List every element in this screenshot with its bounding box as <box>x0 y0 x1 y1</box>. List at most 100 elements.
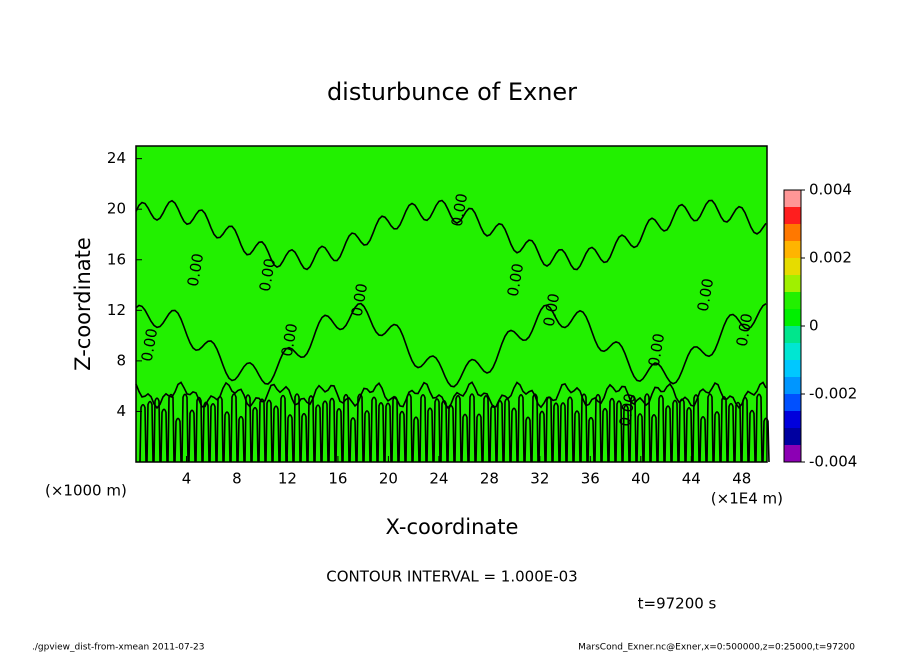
contour-line <box>692 394 700 463</box>
contour-line <box>405 393 413 463</box>
colorbar-swatch <box>784 309 801 326</box>
colorbar-swatch <box>784 190 801 207</box>
contour-line <box>440 399 448 463</box>
chart-title: disturbunce of Exner <box>327 78 577 106</box>
contour-line <box>629 395 637 463</box>
contour-line <box>643 393 651 463</box>
contour-line <box>356 393 364 463</box>
contour-label: 0.00 <box>504 262 528 298</box>
colorbar-swatch <box>784 275 801 292</box>
contour-label: 0.00 <box>694 277 718 313</box>
contour-line <box>139 403 147 463</box>
contour-line <box>734 401 742 463</box>
contour-line <box>146 400 154 463</box>
contour-line <box>216 395 224 463</box>
contour-line <box>741 396 749 463</box>
contour-line <box>195 396 203 463</box>
contour-line <box>559 402 567 463</box>
colorbar-swatch <box>784 411 801 428</box>
contour-line <box>286 414 294 463</box>
contour-line <box>370 396 378 463</box>
contour-line <box>188 409 196 463</box>
contour-line <box>468 393 476 463</box>
contour-line <box>657 394 665 463</box>
y-unit: (×1000 m) <box>45 482 127 500</box>
contour-line <box>531 393 539 463</box>
contour-line <box>349 417 357 463</box>
x-tick-label: 12 <box>278 470 297 488</box>
x-tick-label: 32 <box>530 470 549 488</box>
contour-label: 0.00 <box>278 322 302 358</box>
contour-label: 0.00 <box>256 257 280 293</box>
x-tick-label: 48 <box>732 470 751 488</box>
contour-line <box>426 407 434 463</box>
contour-line <box>314 404 322 463</box>
contour-line <box>377 401 385 463</box>
contour-line <box>433 398 441 463</box>
contour-line <box>258 398 266 463</box>
y-tick-label: 20 <box>107 200 126 218</box>
contour-line <box>727 402 735 463</box>
contour-line <box>538 410 546 463</box>
contour-line <box>678 398 686 463</box>
contour-line <box>503 397 511 463</box>
contour-line <box>300 412 308 463</box>
contour-line <box>664 405 672 463</box>
contour-line <box>671 399 679 463</box>
colorbar-tick-label: -0.004 <box>809 453 857 471</box>
colorbar-swatch <box>784 326 801 343</box>
contour-line <box>601 407 609 463</box>
contour-line <box>293 393 301 463</box>
contour-line <box>223 411 231 463</box>
y-tick-label: 4 <box>116 402 126 420</box>
colorbar-swatch <box>784 428 801 445</box>
x-tick-label: 8 <box>232 470 242 488</box>
contour-line <box>398 410 406 463</box>
colorbar-tick-label: 0.002 <box>809 249 852 267</box>
contour-lines <box>135 199 770 463</box>
contour-line <box>762 417 770 463</box>
contour-line <box>489 404 497 463</box>
contour-line <box>552 402 560 463</box>
x-tick-label: 24 <box>429 470 448 488</box>
y-tick-label: 24 <box>107 149 126 167</box>
contour-line <box>307 395 315 463</box>
colorbar-swatch <box>784 292 801 309</box>
contour-line <box>510 407 518 463</box>
contour-label: 0.00 <box>645 332 669 368</box>
contour-line <box>566 396 574 463</box>
contour-line <box>713 411 721 463</box>
colorbar-swatch <box>784 343 801 360</box>
contour-interval: CONTOUR INTERVAL = 1.000E-03 <box>326 568 577 586</box>
contour-line <box>419 394 427 463</box>
contour-line <box>685 407 693 463</box>
contour-line <box>475 413 483 463</box>
contour-line <box>230 393 238 463</box>
contour-line <box>699 415 707 463</box>
y-tick-label: 12 <box>107 301 126 319</box>
x-tick-label: 4 <box>182 470 192 488</box>
colorbar-swatch <box>784 377 801 394</box>
contour-line <box>209 402 217 463</box>
colorbar-swatch <box>784 445 801 462</box>
contour-label: 0.00 <box>448 192 472 228</box>
contour-label: 0.00 <box>616 392 640 428</box>
colorbar-swatch <box>784 241 801 258</box>
contour-line <box>335 408 343 463</box>
contour-line <box>237 415 245 463</box>
contour-line <box>363 410 371 463</box>
contour-line <box>447 404 455 463</box>
contour-line <box>454 394 462 463</box>
contour-line <box>342 393 350 463</box>
contour-line <box>587 416 595 463</box>
contour-line <box>748 409 756 463</box>
footer-right: MarsCond_Exner.nc@Exner,x=0:500000,z=0:2… <box>578 643 855 653</box>
contour-line <box>615 400 623 463</box>
colorbar-swatch <box>784 360 801 377</box>
contour-line <box>755 393 763 463</box>
contour-line <box>573 410 581 463</box>
contour-line <box>244 394 252 463</box>
x-tick-label: 20 <box>379 470 398 488</box>
contour-line <box>391 396 399 463</box>
